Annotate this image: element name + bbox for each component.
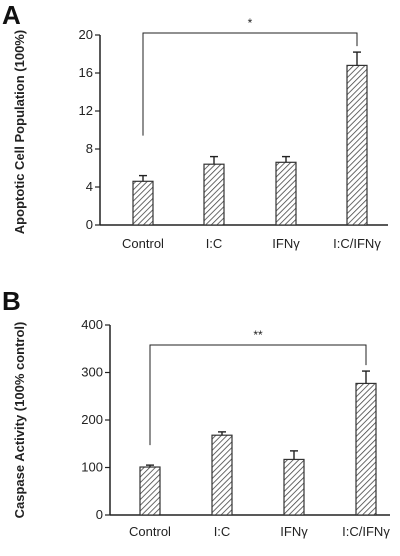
panel-letter-b: B [2,286,21,316]
y-tick-label: 200 [81,412,103,427]
x-category-label: Control [129,524,171,539]
bar-3 [355,382,377,516]
x-category-label: IFNγ [280,524,308,539]
bar-0 [132,180,154,226]
chart-panel-a: A Apoptotic Cell Population (100%) 0 4 8 12… [2,0,388,251]
y-tick-label: 20 [79,27,93,42]
y-tick-label: 100 [81,460,103,475]
x-category-label: Control [122,236,164,251]
y-axis-label-a: Apoptotic Cell Population (100%) [12,30,27,234]
bar-1 [211,434,233,516]
x-category-label: IFNγ [272,236,300,251]
significance-bracket [149,344,367,446]
y-tick-label: 0 [86,217,93,232]
bar-2 [275,161,297,226]
y-tick-label: 300 [81,365,103,380]
bar-0 [139,466,161,516]
y-axis-label-b: Caspase Activity (100% control) [12,322,27,519]
y-tick-label: 16 [79,65,93,80]
x-category-label: I:C [214,524,231,539]
y-tick-label: 4 [86,179,93,194]
y-tick-label: 12 [79,103,93,118]
y-tick-label: 0 [96,507,103,522]
significance-label: * [248,16,253,30]
chart-panel-b: B Caspase Activity (100% control) 0 100 20… [2,286,390,539]
y-tick-label: 8 [86,141,93,156]
x-category-label: I:C [206,236,223,251]
bar-3 [346,64,368,226]
x-category-label: I:C/IFNγ [342,524,390,539]
significance-bracket [142,32,358,136]
bar-1 [203,163,225,226]
y-tick-label: 400 [81,317,103,332]
x-category-label: I:C/IFNγ [333,236,381,251]
bar-2 [283,458,305,516]
panel-letter-a: A [2,0,21,30]
significance-label: ** [253,328,263,342]
